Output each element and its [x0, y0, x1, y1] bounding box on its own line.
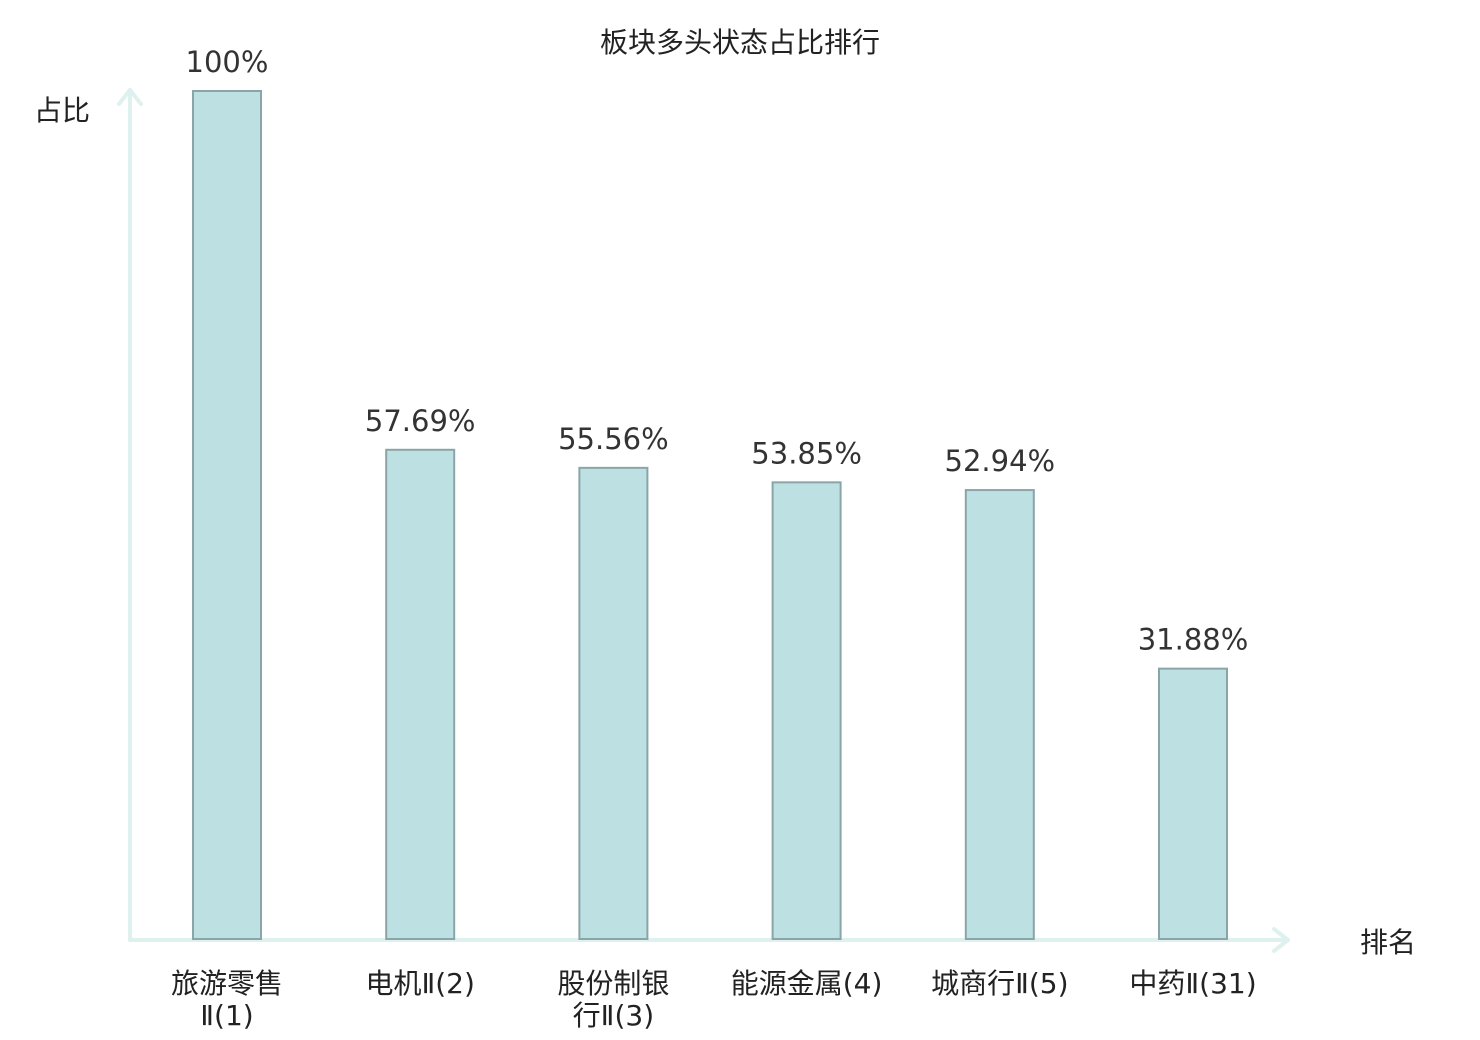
value-label-3: 55.56% [558, 422, 669, 456]
bar-4 [771, 481, 842, 940]
value-label-1: 100% [186, 45, 269, 79]
value-label-5: 52.94% [945, 444, 1056, 478]
y-axis-label: 占比 [34, 94, 90, 127]
category-label-3-line-2: 行Ⅱ(3) [573, 999, 654, 1032]
category-label-6-line-1: 中药Ⅱ(31) [1129, 967, 1256, 1000]
value-label-2: 57.69% [365, 404, 476, 438]
value-labels-group: 100% 57.69% 55.56% 53.85% 52.94% 31.88% [186, 45, 1249, 657]
value-label-4: 53.85% [751, 436, 862, 470]
y-axis-arrow-icon [117, 88, 143, 106]
category-label-3-line-1: 股份制银 [557, 967, 669, 1000]
bar-5 [964, 489, 1035, 940]
x-axis-label: 排名 [1360, 926, 1416, 959]
bar-3 [578, 466, 649, 940]
category-label-5-line-1: 城商行Ⅱ(5) [931, 967, 1068, 1000]
category-label-2-line-1: 电机Ⅱ(2) [365, 967, 474, 1000]
bar-6 [1158, 667, 1228, 940]
bar-2 [385, 448, 456, 940]
category-label-1-line-1: 旅游零售 [171, 967, 283, 1000]
value-label-6: 31.88% [1138, 623, 1249, 657]
category-label-1-line-2: Ⅱ(1) [200, 999, 253, 1032]
x-axis-arrow-icon [1272, 927, 1290, 953]
chart-title: 板块多头状态占比排行 [600, 26, 880, 59]
bars-group [192, 90, 1228, 940]
bar-1 [192, 90, 262, 940]
category-label-4-line-1: 能源金属(4) [731, 967, 883, 1000]
